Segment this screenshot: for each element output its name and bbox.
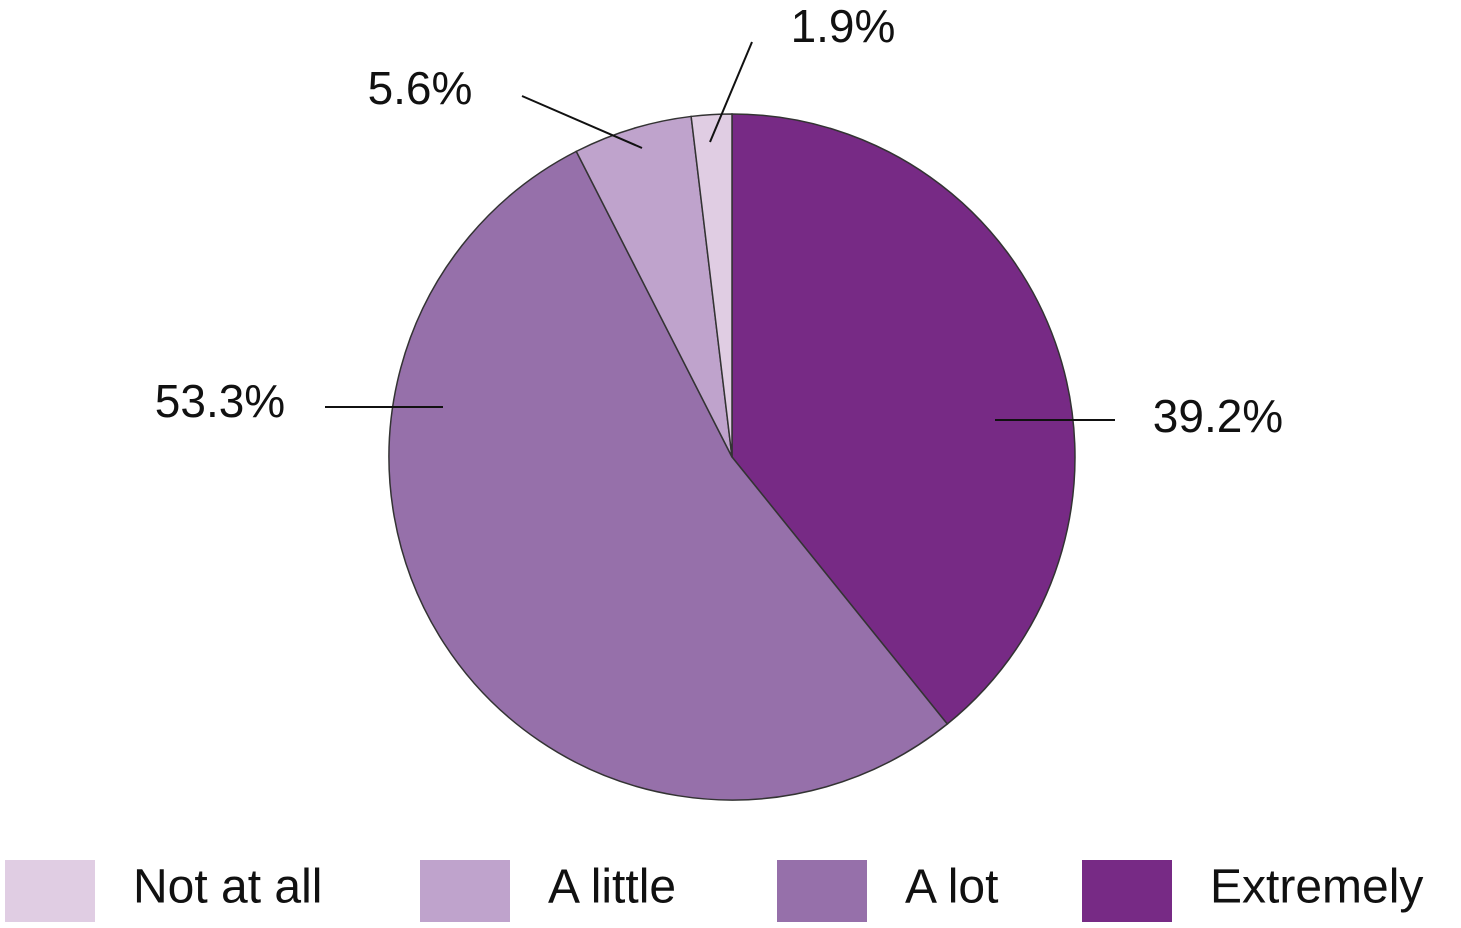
pie-slice [388,150,949,801]
data-label: 39.2% [1153,390,1283,442]
pie-slice [690,113,733,458]
legend-swatch [5,860,95,922]
data-label: 1.9% [791,0,896,52]
leader-line [521,95,643,149]
data-label: 5.6% [368,62,473,114]
pie-slice [731,113,1076,726]
legend-label: A lot [905,861,998,914]
legend-swatch [1082,860,1172,922]
legend-swatch [420,860,510,922]
legend-label: Not at all [133,861,322,914]
legend-label: Extremely [1210,861,1423,914]
leader-line [709,41,753,143]
legend-swatch [777,860,867,922]
data-label: 53.3% [155,375,285,427]
legend-label: A little [548,861,676,914]
